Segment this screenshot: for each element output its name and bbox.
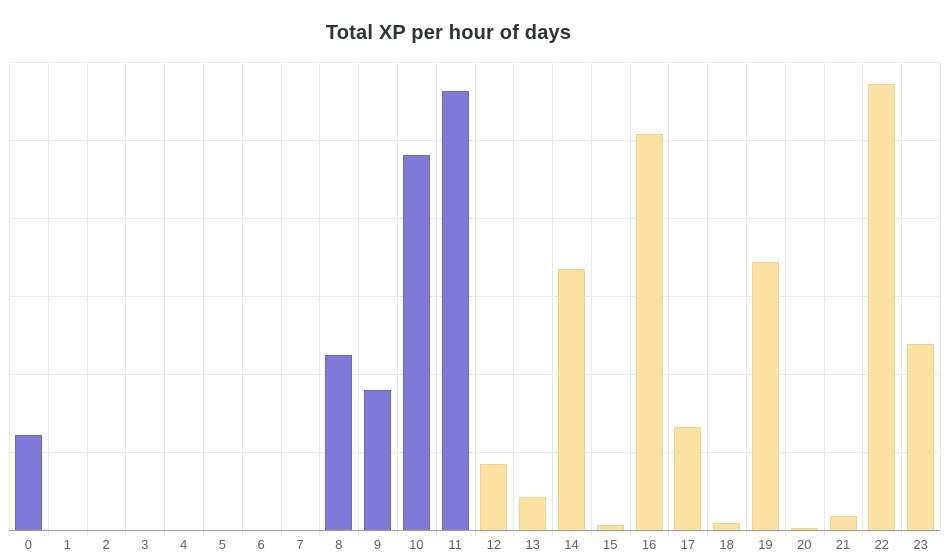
x-tick-label-18: 18 bbox=[719, 537, 734, 552]
chart-title: Total XP per hour of days bbox=[325, 22, 572, 44]
v-gridline bbox=[474, 62, 476, 536]
v-gridline bbox=[862, 62, 864, 536]
v-gridline bbox=[590, 62, 592, 536]
bar-hour-17[interactable] bbox=[674, 427, 702, 530]
bar-hour-13[interactable] bbox=[519, 497, 547, 530]
x-tick-label-3: 3 bbox=[141, 537, 149, 552]
x-axis-line bbox=[9, 530, 940, 531]
x-tick-label-21: 21 bbox=[835, 537, 851, 552]
x-tick-label-11: 11 bbox=[448, 537, 462, 552]
h-gridline bbox=[9, 218, 940, 219]
v-gridline bbox=[513, 62, 515, 536]
v-gridline bbox=[47, 62, 49, 536]
v-gridline bbox=[552, 62, 554, 536]
x-tick-label-6: 6 bbox=[257, 537, 265, 552]
bar-hour-22[interactable] bbox=[868, 83, 896, 530]
x-tick-label-17: 17 bbox=[680, 537, 696, 552]
bar-hour-10[interactable] bbox=[402, 154, 430, 530]
x-tick-label-19: 19 bbox=[758, 537, 773, 552]
v-gridline bbox=[668, 62, 670, 536]
bar-hour-19[interactable] bbox=[751, 262, 779, 530]
x-tick-label-0: 0 bbox=[24, 537, 33, 552]
bar-hour-14[interactable] bbox=[557, 269, 585, 530]
bar-hour-9[interactable] bbox=[364, 389, 392, 530]
bar-hour-15[interactable] bbox=[596, 524, 624, 530]
x-tick-label-10: 10 bbox=[409, 537, 424, 552]
v-gridline bbox=[435, 62, 437, 536]
bar-hour-16[interactable] bbox=[635, 133, 663, 530]
v-gridline bbox=[707, 62, 709, 536]
bar-hour-20[interactable] bbox=[790, 528, 818, 530]
x-tick-label-22: 22 bbox=[874, 537, 890, 552]
v-gridline bbox=[396, 62, 398, 536]
h-gridline bbox=[9, 140, 940, 141]
v-gridline bbox=[629, 62, 631, 536]
v-gridline bbox=[125, 62, 127, 536]
x-tick-label-5: 5 bbox=[218, 537, 226, 552]
v-gridline bbox=[86, 62, 88, 536]
v-gridline bbox=[358, 62, 360, 536]
v-gridline bbox=[202, 62, 204, 536]
x-tick-label-20: 20 bbox=[796, 537, 812, 552]
x-tick-label-4: 4 bbox=[179, 537, 188, 552]
v-gridline bbox=[280, 62, 282, 536]
x-axis-labels: 0 1 2 3 4 5 6 7 8 9 10 11 12 13 14 15 16 17 18 19 20 21 22 23 bbox=[9, 537, 940, 553]
x-tick-label-1: 1 bbox=[63, 537, 71, 552]
x-tick-label-14: 14 bbox=[564, 537, 579, 552]
bar-hour-21[interactable] bbox=[829, 515, 857, 530]
v-gridline bbox=[9, 62, 10, 536]
h-gridline bbox=[9, 452, 940, 453]
x-tick-label-16: 16 bbox=[641, 537, 657, 552]
v-gridline bbox=[241, 62, 243, 536]
bar-hour-23[interactable] bbox=[907, 343, 935, 530]
v-gridline bbox=[746, 62, 748, 536]
v-gridline bbox=[901, 62, 903, 536]
v-gridline bbox=[319, 62, 321, 536]
x-tick-label-15: 15 bbox=[603, 537, 618, 552]
v-gridline bbox=[823, 62, 825, 536]
x-tick-label-8: 8 bbox=[335, 537, 343, 552]
x-tick-label-23: 23 bbox=[913, 537, 928, 552]
x-tick-label-9: 9 bbox=[373, 537, 382, 552]
h-gridline bbox=[9, 62, 940, 63]
x-tick-label-7: 7 bbox=[296, 537, 304, 552]
x-tick-label-12: 12 bbox=[486, 537, 502, 552]
h-gridline bbox=[9, 374, 940, 375]
v-gridline bbox=[784, 62, 786, 536]
bar-hour-18[interactable] bbox=[713, 522, 741, 530]
plot-area bbox=[9, 62, 941, 536]
v-gridline bbox=[164, 62, 166, 536]
bar-hour-12[interactable] bbox=[480, 464, 508, 530]
x-tick-label-13: 13 bbox=[525, 537, 540, 552]
h-gridline bbox=[9, 296, 940, 297]
v-gridline bbox=[940, 62, 941, 536]
x-tick-label-2: 2 bbox=[102, 537, 110, 552]
bar-hour-8[interactable] bbox=[325, 355, 353, 530]
bar-hour-11[interactable] bbox=[441, 90, 469, 530]
bar-hour-0[interactable] bbox=[14, 434, 42, 530]
